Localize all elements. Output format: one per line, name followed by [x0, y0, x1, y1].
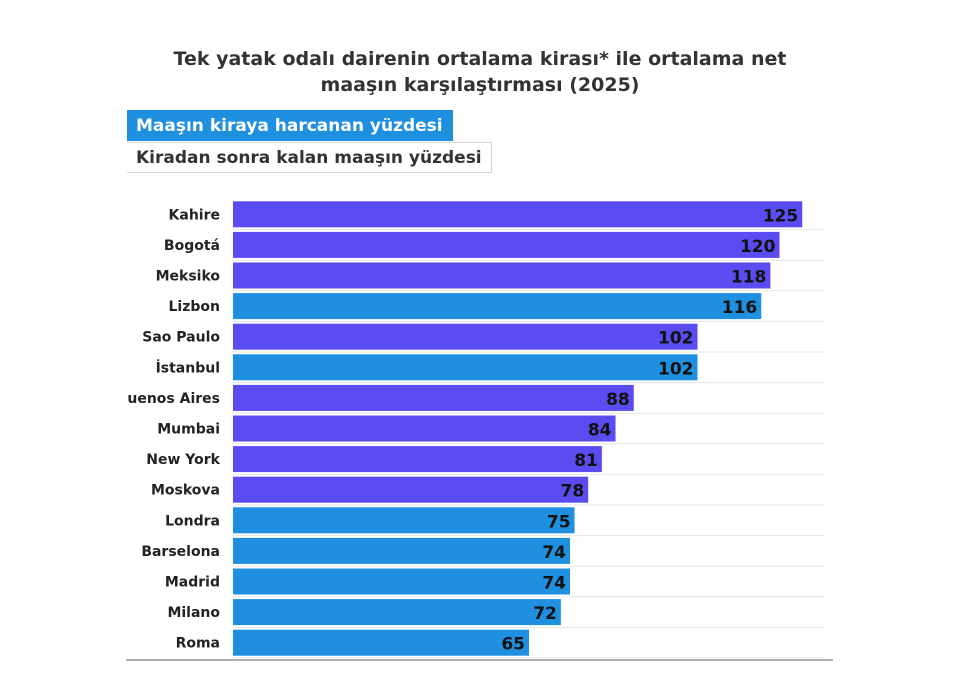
category-label: uenos Aires — [127, 391, 220, 407]
data-label: 102 — [658, 329, 694, 349]
data-label: 125 — [763, 206, 799, 226]
bar[interactable] — [233, 323, 698, 350]
data-label: 75 — [547, 512, 571, 532]
bar[interactable] — [233, 599, 561, 626]
data-label: 102 — [658, 359, 694, 379]
chart-title-line-2: maaşın karşılaştırması (2025) — [320, 74, 640, 96]
bar[interactable] — [233, 262, 771, 289]
category-label: Roma — [176, 636, 220, 652]
data-label: 118 — [731, 268, 767, 288]
toggle-remaining-salary-button[interactable]: Kiradan sonra kalan maaşın yüzdesi — [126, 142, 492, 173]
data-label: 120 — [740, 237, 776, 257]
category-label: Madrid — [165, 575, 220, 591]
data-label: 65 — [501, 635, 525, 655]
category-label: Lizbon — [169, 299, 220, 315]
bar[interactable] — [233, 354, 698, 381]
category-label: Sao Paulo — [142, 330, 220, 346]
bar[interactable] — [233, 446, 602, 473]
bar[interactable] — [233, 231, 780, 258]
toggle-rent-share-button[interactable]: Maaşın kiraya harcanan yüzdesi — [126, 110, 453, 141]
bar[interactable] — [233, 384, 634, 411]
category-label: Barselona — [141, 544, 220, 560]
data-label: 84 — [588, 421, 612, 441]
data-label: 72 — [533, 604, 557, 624]
category-label: Londra — [165, 513, 220, 529]
data-label: 74 — [542, 543, 566, 563]
data-label: 74 — [542, 574, 566, 594]
bar[interactable] — [233, 629, 529, 656]
bar[interactable] — [233, 507, 575, 534]
label-mask — [0, 0, 127, 700]
category-label: Moskova — [151, 483, 220, 499]
bar[interactable] — [233, 293, 762, 320]
category-label: New York — [146, 452, 220, 468]
category-label: Meksiko — [156, 269, 221, 285]
bar[interactable] — [233, 415, 616, 442]
category-label: Kahire — [169, 207, 220, 223]
data-label: 78 — [561, 482, 585, 502]
category-label: İstanbul — [156, 359, 220, 376]
data-label: 116 — [722, 298, 758, 318]
chart-title-line-1: Tek yatak odalı dairenin ortalama kirası… — [173, 48, 787, 70]
bar[interactable] — [233, 476, 589, 503]
category-label: Milano — [167, 605, 220, 621]
bar[interactable] — [233, 537, 570, 564]
bar[interactable] — [233, 201, 803, 228]
bar[interactable] — [233, 568, 570, 595]
data-label: 88 — [606, 390, 630, 410]
data-label: 81 — [574, 451, 598, 471]
chart-title: Tek yatak odalı dairenin ortalama kirası… — [140, 46, 820, 98]
category-label: Bogotá — [164, 238, 220, 254]
category-label: Mumbai — [157, 422, 220, 438]
